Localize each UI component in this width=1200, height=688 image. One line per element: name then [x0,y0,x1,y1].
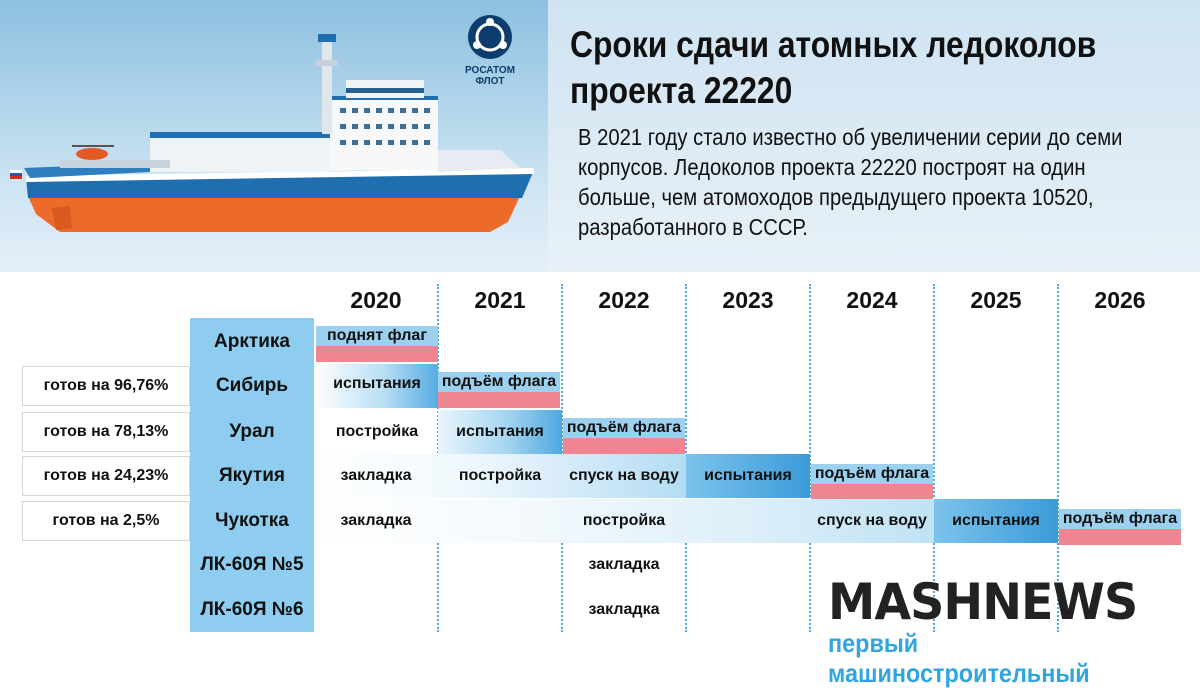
year-2021: 2021 [474,286,526,313]
brand-name: MASHNEWS [828,573,1138,631]
stage-label: испытания [952,512,1040,529]
flag-stripe [563,438,685,454]
stage-label: закладка [340,512,412,529]
stage-band [314,454,686,498]
year-2024: 2024 [846,286,898,313]
icebreaker-illustration [10,34,534,232]
readiness-label: готов на 2,5% [22,501,190,541]
stage-label: закладка [588,556,660,573]
stage-label: поднят флаг [316,326,438,347]
flag-ceremony-marker: подъём флага [563,418,685,454]
vessel-name: ЛК-60Я №6 [200,599,304,620]
vessel-name: Урал [229,421,275,442]
readiness-label: готов на 24,23% [22,456,190,496]
flag-stripe [1059,529,1181,545]
stage-label: подъём флага [563,418,685,439]
year-divider [1057,284,1059,632]
stage-label: постройка [582,512,666,529]
logo-line1: РОСАТОМ [465,65,515,76]
stage-label: постройка [458,467,542,484]
stage-label: подъём флага [811,464,933,485]
stage-band [438,410,562,454]
vessel-name: ЛК-60Я №5 [200,554,304,575]
ship-illustration-panel: РОСАТОМ ФЛОТ [0,0,548,272]
stage-label: закладка [340,467,412,484]
vessel-name: Арктика [214,331,290,352]
flag-stripe [811,484,933,500]
vessel-name: Сибирь [215,375,289,396]
rosatom-flot-logo: РОСАТОМ ФЛОТ [458,14,522,87]
rosatom-emblem-icon [468,15,512,59]
stage-label: испытания [704,467,792,484]
stage-label: спуск на воду [817,512,927,529]
header: РОСАТОМ ФЛОТ Сроки сдачи атомных ледокол… [0,0,1200,272]
year-2022: 2022 [598,286,650,313]
stage-band [686,454,810,498]
page-title: Сроки сдачи атомных ледоколов проекта 22… [570,24,1097,111]
flag-ceremony-marker: подъём флага [1059,509,1181,545]
stage-band [314,499,934,543]
vessel-name: Якутия [218,465,286,486]
year-2023: 2023 [722,286,774,313]
stage-label: испытания [456,423,544,440]
flag-raised-marker: поднят флаг [316,326,438,362]
readiness-label: готов на 96,76% [22,366,190,406]
flag-ceremony-marker: подъём флага [811,464,933,500]
mashnews-logo: MASHNEWS первый машиностроительный [828,576,1188,688]
year-divider [933,284,935,632]
stage-label: испытания [333,375,421,392]
vessel-name: Чукотка [215,510,289,531]
year-2026: 2026 [1094,286,1146,313]
flag-stripe [438,392,560,408]
stage-band [316,364,438,408]
readiness-label: готов на 78,13% [22,412,190,452]
stage-label: постройка [335,423,419,440]
year-2020: 2020 [350,286,402,313]
vessel-column [190,318,314,632]
year-divider [809,284,811,632]
flag-stripe [316,346,438,362]
stage-band [934,499,1058,543]
stage-label: закладка [588,601,660,618]
year-2025: 2025 [970,286,1022,313]
stage-label: спуск на воду [569,467,679,484]
brand-tagline: первый машиностроительный [828,628,1090,688]
flag-ceremony-marker: подъём флага [438,372,560,408]
stage-label: подъём флага [438,372,560,393]
stage-label: подъём флага [1059,509,1181,530]
logo-line2: ФЛОТ [475,76,505,87]
description: В 2021 году стало известно об увеличении… [578,124,1123,240]
